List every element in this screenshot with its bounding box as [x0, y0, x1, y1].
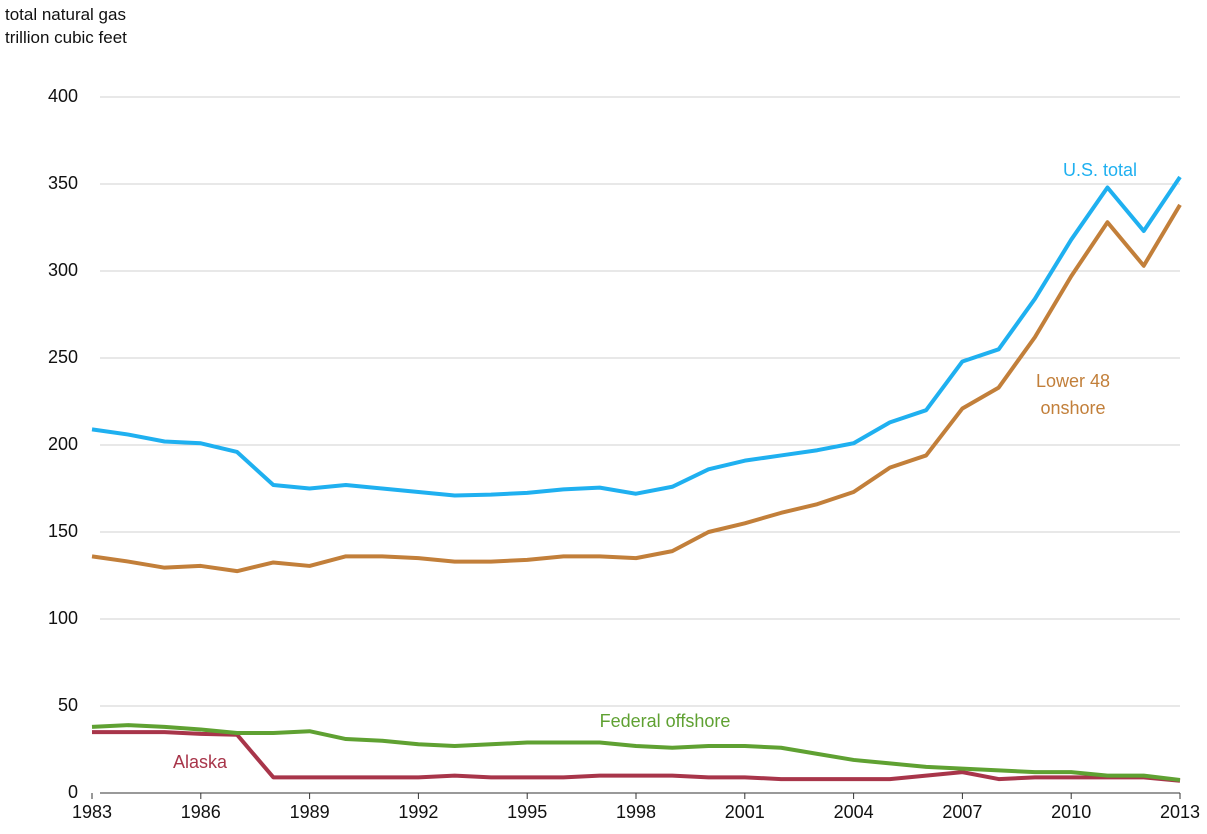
- x-tick-label: 2010: [1051, 802, 1091, 822]
- x-tick-label: 1992: [398, 802, 438, 822]
- series-label: U.S. total: [1062, 160, 1138, 180]
- line-series: [91, 723, 1181, 782]
- x-tick-label: 2007: [942, 802, 982, 822]
- chart-title: total natural gas: [5, 5, 126, 24]
- x-tick-label: 1989: [290, 802, 330, 822]
- y-tick-label: 100: [48, 608, 78, 628]
- line-series: [91, 175, 1182, 498]
- y-tick-label: 300: [48, 260, 78, 280]
- y-tick-label: 400: [48, 86, 78, 106]
- x-tick-label: 2013: [1160, 802, 1200, 822]
- line-series: [92, 730, 1181, 783]
- y-tick-label: 0: [68, 782, 78, 802]
- line-series: [91, 203, 1182, 574]
- y-tick-label: 350: [48, 173, 78, 193]
- y-tick-label: 200: [48, 434, 78, 454]
- series-label: Federal offshore: [599, 711, 731, 731]
- y-tick-label: 250: [48, 347, 78, 367]
- x-tick-label: 1983: [72, 802, 112, 822]
- x-tick-label: 2004: [834, 802, 874, 822]
- series-label: Alaska: [172, 752, 228, 772]
- y-tick-label: 150: [48, 521, 78, 541]
- x-tick-label: 2001: [725, 802, 765, 822]
- series-label: Lower 48 onshore: [1035, 371, 1111, 418]
- x-tick-label: 1986: [181, 802, 221, 822]
- y-axis-label: trillion cubic feet: [5, 28, 127, 47]
- x-tick-label: 1995: [507, 802, 547, 822]
- y-tick-label: 50: [58, 695, 78, 715]
- x-tick-label: 1998: [616, 802, 656, 822]
